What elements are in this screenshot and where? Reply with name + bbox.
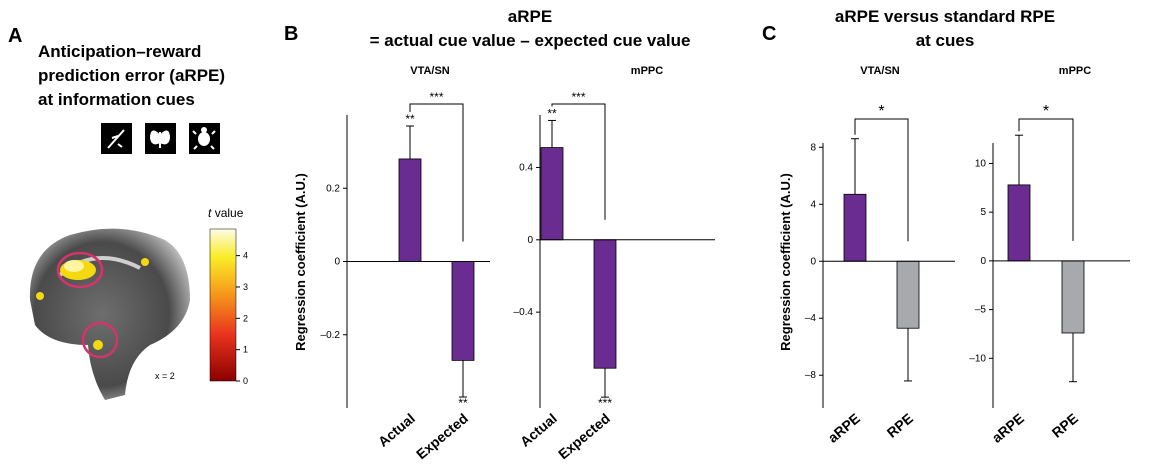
colorbar-label-text: value bbox=[215, 206, 244, 220]
y-axis-label: Regression coefficient (A.U.) bbox=[293, 173, 308, 351]
x-tick-label: aRPE bbox=[825, 410, 863, 446]
colorbar-tick-label: 3 bbox=[243, 282, 248, 292]
y-tick-label: 4 bbox=[810, 199, 816, 210]
y-tick-label: 0 bbox=[334, 257, 340, 268]
bracket-star: * bbox=[1043, 103, 1049, 120]
bracket-star: *** bbox=[429, 90, 443, 104]
y-tick-label: 0.2 bbox=[326, 183, 340, 194]
slice-label: x = 2 bbox=[155, 371, 175, 381]
brain-slice bbox=[29, 228, 191, 400]
panel-label: C bbox=[762, 23, 776, 45]
panel-title: aRPE versus standard RPE bbox=[835, 7, 1055, 26]
y-tick-label: 5 bbox=[980, 207, 986, 218]
significance-star: ** bbox=[458, 396, 468, 410]
y-tick-label: –10 bbox=[969, 353, 986, 364]
x-tick-label: Expected bbox=[413, 410, 471, 462]
y-tick-label: –4 bbox=[805, 313, 817, 324]
panel-subtitle: = actual cue value – expected cue value bbox=[370, 31, 691, 50]
colorbar-label-var: t bbox=[208, 206, 212, 220]
bracket bbox=[551, 103, 606, 220]
colorbar-tick-label: 2 bbox=[243, 313, 248, 323]
y-tick-label: –5 bbox=[975, 305, 987, 316]
bar bbox=[593, 239, 617, 369]
significance-star: ** bbox=[547, 106, 557, 120]
y-tick-label: 10 bbox=[975, 158, 987, 169]
chart-title: mPPC bbox=[631, 65, 663, 77]
x-tick-label: RPE bbox=[1049, 410, 1081, 441]
bar bbox=[1061, 260, 1085, 334]
bar bbox=[540, 147, 564, 241]
bar bbox=[451, 261, 475, 361]
colorbar-tick-label: 1 bbox=[243, 345, 248, 355]
bar bbox=[896, 260, 920, 329]
colorbar bbox=[209, 228, 237, 382]
x-tick-label: Expected bbox=[555, 410, 613, 462]
panel-title: aRPE bbox=[508, 7, 552, 26]
bar bbox=[843, 193, 867, 262]
x-tick-label: RPE bbox=[884, 410, 916, 441]
significance-star: ** bbox=[405, 112, 415, 126]
bracket bbox=[409, 103, 464, 242]
bar bbox=[398, 158, 422, 262]
colorbar-tick-label: 4 bbox=[243, 251, 248, 261]
chart-title: VTA/SN bbox=[860, 65, 900, 77]
y-axis-label: Regression coefficient (A.U.) bbox=[778, 173, 793, 351]
colorbar-label: t value bbox=[208, 206, 244, 220]
y-tick-label: –8 bbox=[805, 370, 817, 381]
x-tick-label: aRPE bbox=[989, 410, 1027, 446]
y-tick-label: –0.2 bbox=[321, 330, 341, 341]
panel-title: at cues bbox=[916, 31, 975, 50]
chart-title: mPPC bbox=[1059, 65, 1091, 77]
y-tick-label: 8 bbox=[810, 142, 816, 153]
y-tick-label: 0 bbox=[980, 256, 986, 267]
chart-title: VTA/SN bbox=[410, 65, 450, 77]
bar bbox=[1007, 184, 1031, 262]
bracket-star: * bbox=[878, 103, 884, 120]
colorbar-tick-label: 0 bbox=[243, 376, 248, 386]
y-tick-label: –0.4 bbox=[514, 307, 534, 318]
panel-title: at information cues bbox=[38, 90, 195, 109]
y-tick-label: 0.4 bbox=[519, 162, 533, 173]
panel-label: A bbox=[8, 25, 22, 47]
panel-title: Anticipation–reward bbox=[38, 42, 201, 61]
bracket-star: *** bbox=[571, 90, 585, 104]
y-tick-label: 0 bbox=[810, 256, 816, 267]
x-tick-label: Actual bbox=[375, 410, 418, 450]
panel-label: B bbox=[284, 23, 298, 45]
cue-icons bbox=[101, 123, 220, 154]
x-tick-label: Actual bbox=[517, 410, 560, 450]
bracket bbox=[1018, 118, 1074, 241]
bracket bbox=[854, 118, 909, 242]
panel-title: prediction error (aRPE) bbox=[38, 66, 225, 85]
y-tick-label: 0 bbox=[527, 235, 533, 246]
significance-star: *** bbox=[598, 396, 612, 410]
